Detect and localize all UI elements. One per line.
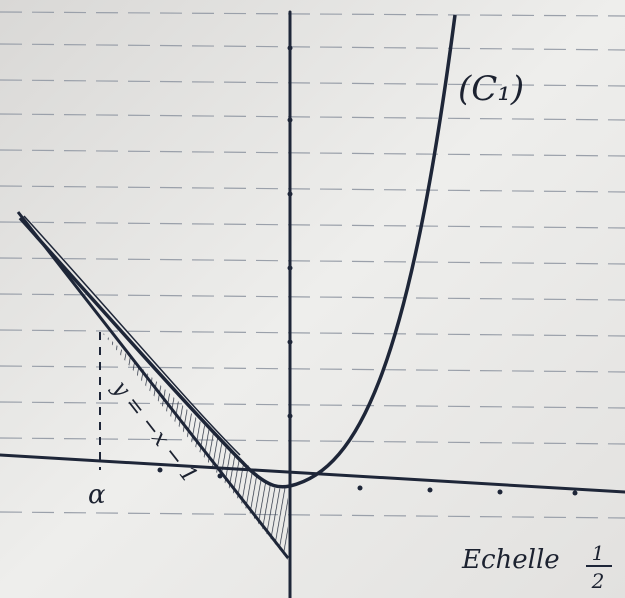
scale-label: Echelle <box>461 545 560 575</box>
hatched-area <box>100 330 288 560</box>
axes <box>0 10 625 598</box>
curve-outline <box>23 215 241 456</box>
alpha-label: α <box>88 480 106 510</box>
curve <box>18 14 457 489</box>
scale-numerator: 1 <box>592 541 605 565</box>
scale-denominator: 2 <box>591 569 605 593</box>
axis-ticks <box>157 45 578 496</box>
curve-label: (C₁) <box>458 69 524 109</box>
asymptote <box>16 211 290 559</box>
ruled-lines <box>0 11 625 519</box>
